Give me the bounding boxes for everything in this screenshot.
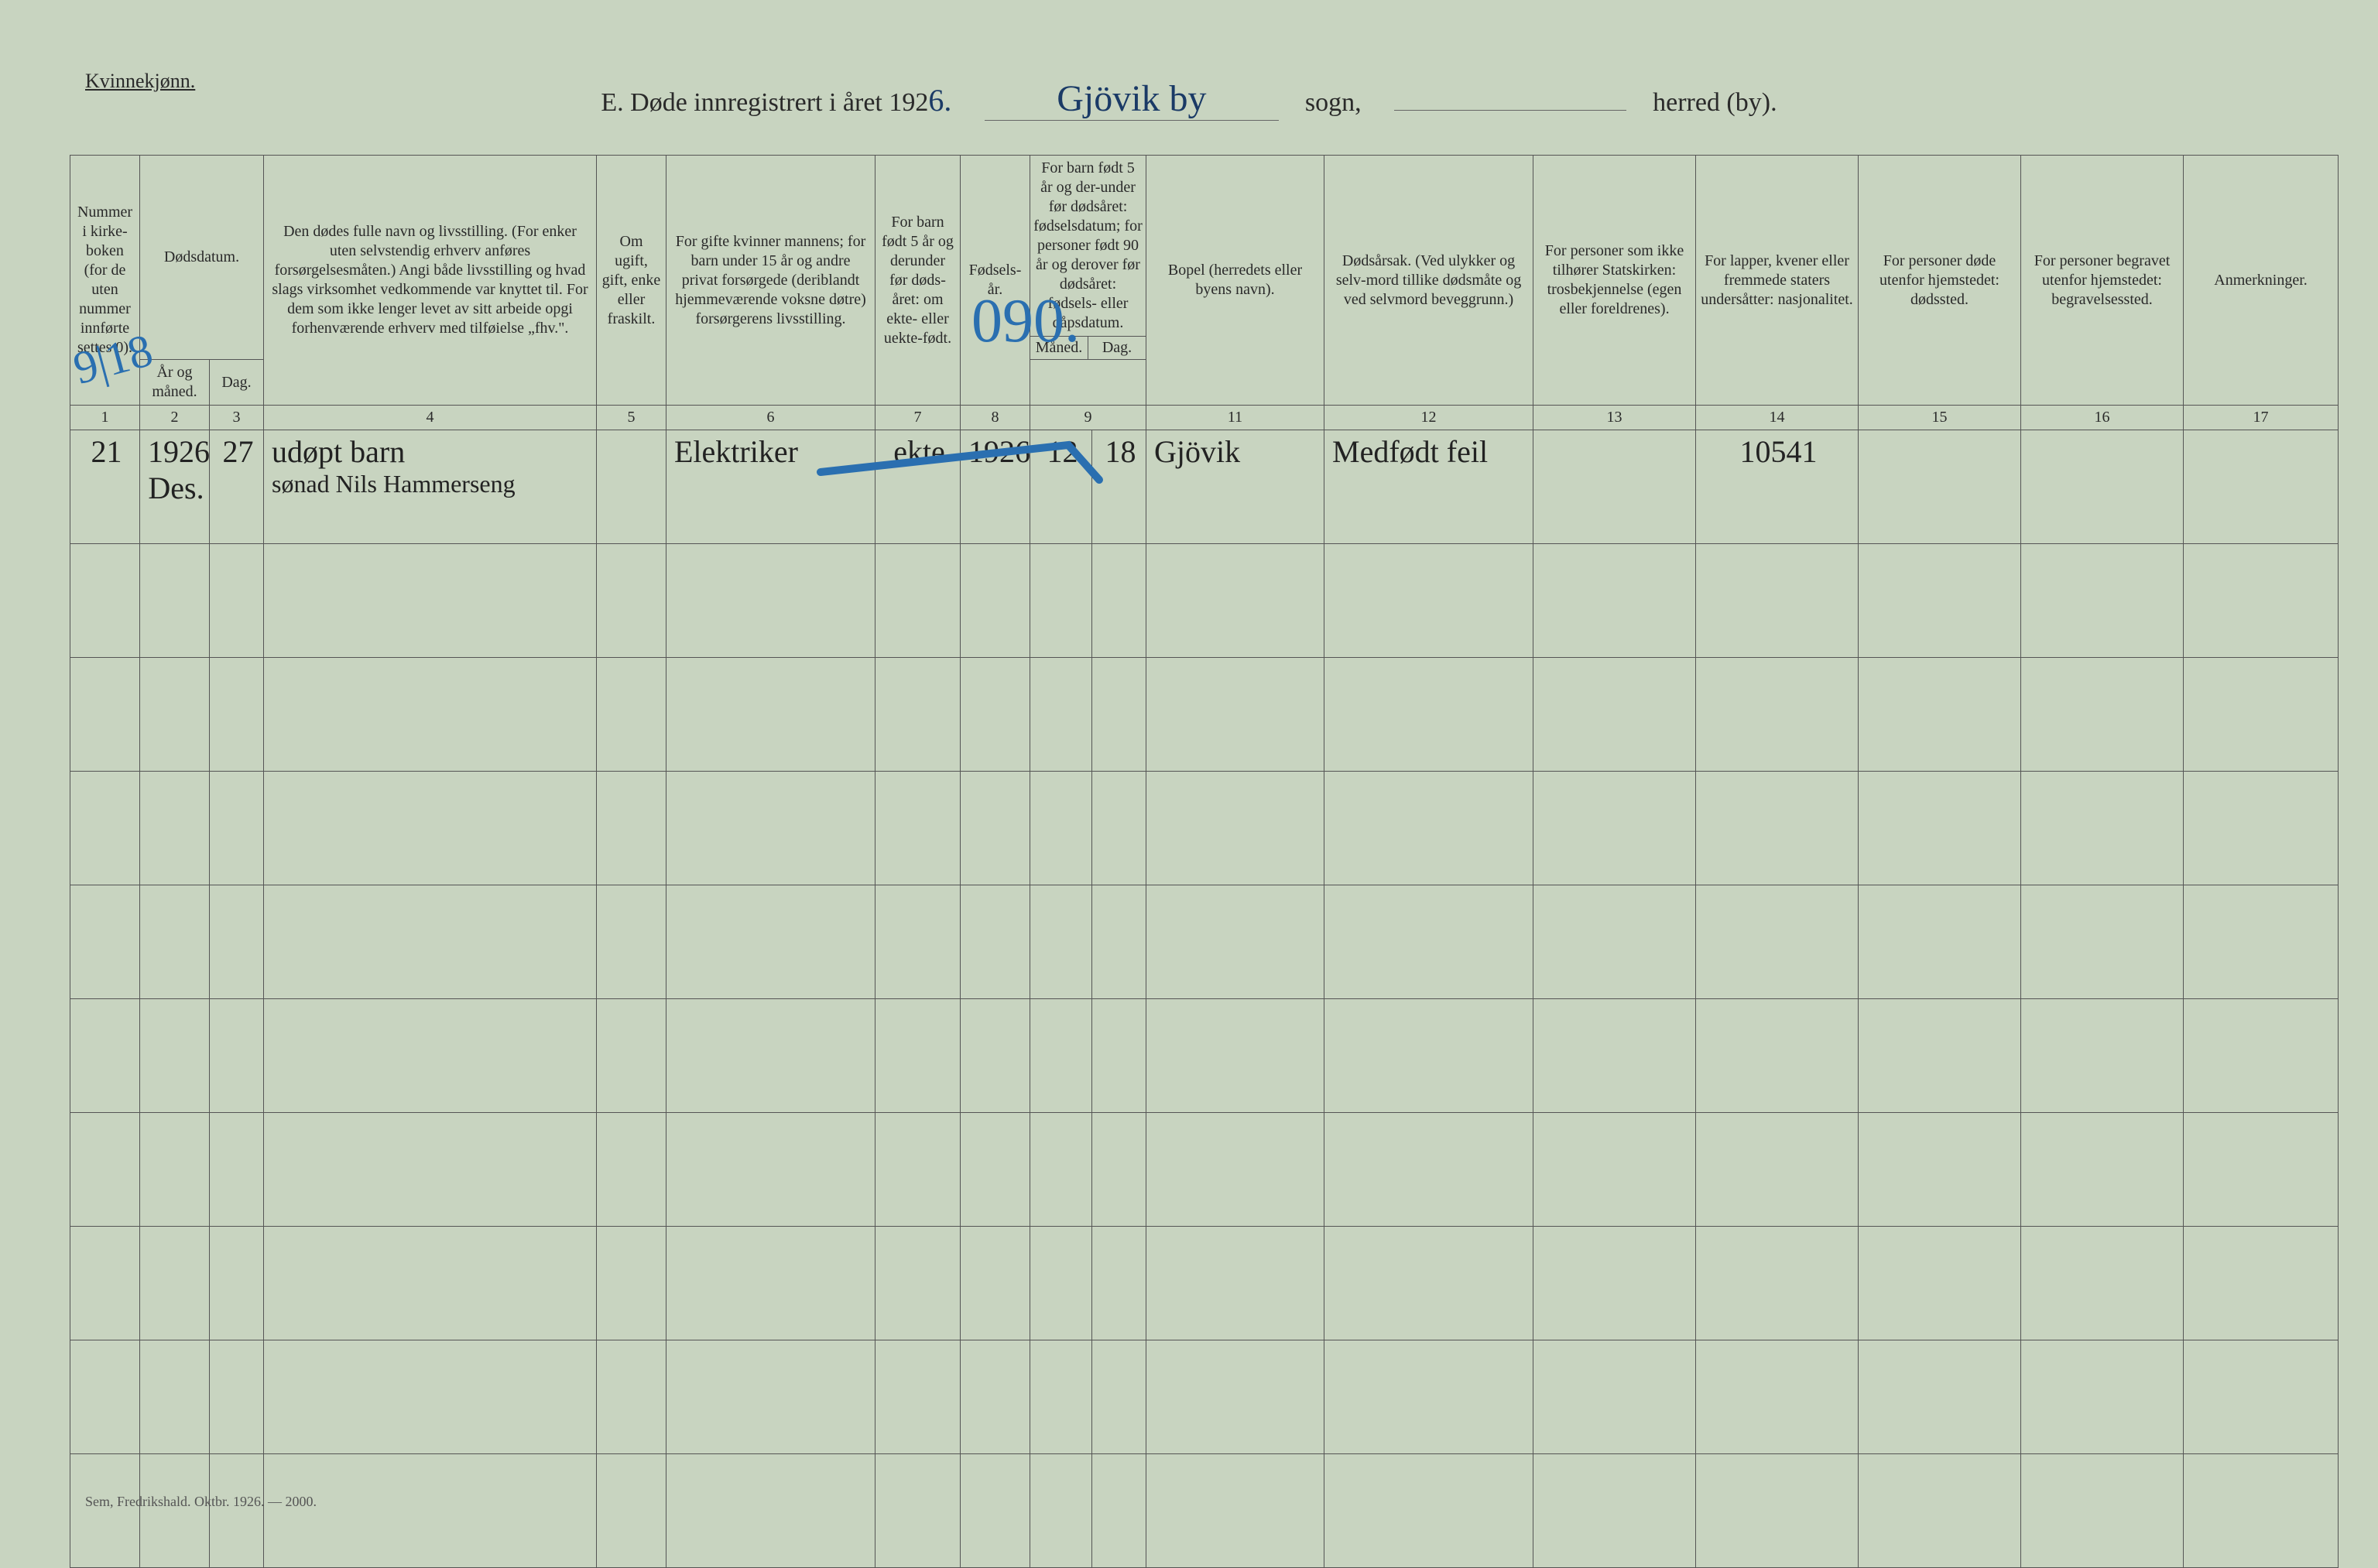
colnum: 12 [1324,406,1533,430]
herred-blank [1394,84,1626,111]
table-row [70,658,2339,772]
col-header-16: For personer begravet utenfor hjemstedet… [2021,156,2184,406]
col-header-2: Dødsdatum. [140,156,264,360]
colnum: 8 [961,406,1030,430]
colnum: 11 [1146,406,1324,430]
cell-15 [1859,430,2021,544]
colnum-row: 1 2 3 4 5 6 7 8 9 11 12 13 14 15 16 17 [70,406,2339,430]
table-row [70,999,2339,1113]
col-header-12: Dødsårsak. (Ved ulykker og selv-mord til… [1324,156,1533,406]
table-row [70,1340,2339,1454]
label-herred: herred (by). [1653,88,1777,118]
colnum: 9 [1030,406,1146,430]
col-header-6: For gifte kvinner mannens; for barn unde… [666,156,875,406]
register-table: Nummer i kirke-boken (for de uten nummer… [70,155,2339,1568]
title-line: E. Døde innregistrert i året 1926. Gjövi… [0,77,2378,121]
title-prefix: E. Døde innregistrert i året 192 [601,88,928,118]
table-header: Nummer i kirke-boken (for de uten nummer… [70,156,2339,430]
table-body: 21 1926 Des. 27 udøpt barn sønad Nils Ha… [70,430,2339,1568]
cell-bopel: Gjövik [1146,430,1324,544]
blue-stroke-icon [813,433,1122,495]
cell-name: udøpt barn sønad Nils Hammerseng [264,430,597,544]
col-header-15: For personer døde utenfor hjemstedet: dø… [1859,156,2021,406]
colnum: 17 [2184,406,2339,430]
col-header-11: Bopel (herredets eller byens navn). [1146,156,1324,406]
col-header-5: Om ugift, gift, enke eller fraskilt. [597,156,666,406]
colnum: 7 [875,406,961,430]
cell-cause: Medfødt feil [1324,430,1533,544]
colnum: 4 [264,406,597,430]
table-row [70,1113,2339,1227]
cell-14: 10541 [1696,430,1859,544]
cell-17 [2184,430,2339,544]
name-line2: sønad Nils Hammerseng [272,470,591,498]
colnum: 15 [1859,406,2021,430]
cell-16 [2021,430,2184,544]
col-header-2b: Dag. [210,360,264,406]
col-header-17: Anmerkninger. [2184,156,2339,406]
col-header-14: For lapper, kvener eller fremmede stater… [1696,156,1859,406]
col-header-9b: Dag. [1088,337,1146,359]
colnum: 13 [1533,406,1696,430]
col-header-13: For personer som ikke tilhører Statskirk… [1533,156,1696,406]
colnum: 2 [140,406,210,430]
parish-written: Gjövik by [985,77,1279,121]
col-header-7: For barn født 5 år og derunder før døds-… [875,156,961,406]
table-row [70,885,2339,999]
table-row [70,772,2339,885]
cell-day: 27 [210,430,264,544]
footer-imprint: Sem, Fredrikshald. Oktbr. 1926. — 2000. [85,1494,317,1510]
blue-mark-center: 090. [971,286,1080,357]
colnum: 3 [210,406,264,430]
name-line1: udøpt barn [272,434,405,469]
cell-marital [597,430,666,544]
cell-13 [1533,430,1696,544]
colnum: 1 [70,406,140,430]
label-sogn: sogn, [1305,88,1362,118]
colnum: 6 [666,406,875,430]
colnum: 5 [597,406,666,430]
colnum: 14 [1696,406,1859,430]
cell-year-month: 1926 Des. [140,430,210,544]
table-row [70,1227,2339,1340]
col-header-4: Den dødes fulle navn og livsstilling. (F… [264,156,597,406]
title-year-written: 6. [928,83,951,118]
colnum: 16 [2021,406,2184,430]
table-row [70,1454,2339,1568]
table-row: 21 1926 Des. 27 udøpt barn sønad Nils Ha… [70,430,2339,544]
cell-num: 21 [70,430,140,544]
col-header-8: Fødsels-år. [961,156,1030,406]
document-page: Kvinnekjønn. E. Døde innregistrert i åre… [0,0,2378,1541]
table-row [70,544,2339,658]
